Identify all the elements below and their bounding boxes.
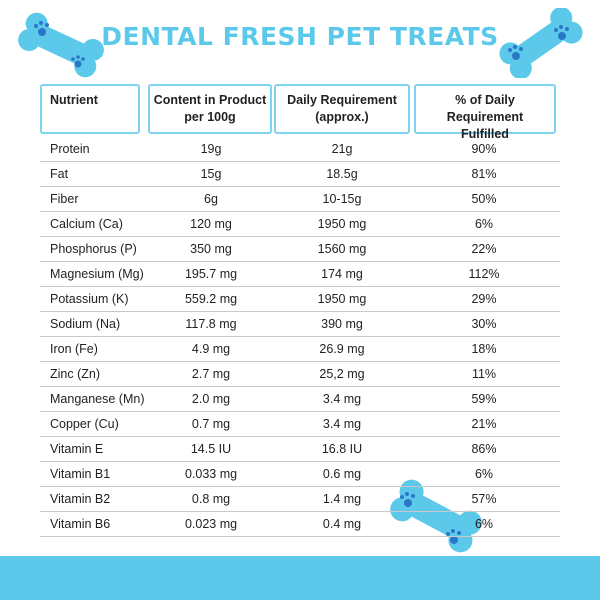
percent-cell: 57% — [471, 492, 497, 506]
requirement-cell: 3.4 mg — [322, 417, 362, 431]
footer-bar — [0, 556, 600, 600]
nutrient-cell: Vitamin E — [50, 442, 104, 456]
percent-cell: 30% — [471, 317, 497, 331]
requirement-cell: 1950 mg — [317, 217, 367, 231]
content-cell: 19g — [200, 142, 222, 156]
content-cell: 0.7 mg — [191, 417, 231, 431]
nutrient-cell: Iron (Fe) — [50, 342, 98, 356]
requirement-cell: 25,2 mg — [319, 367, 365, 381]
header-label: Content in Product per 100g — [153, 93, 267, 124]
table-row: Magnesium (Mg) 195.7 mg 174 mg 112% — [40, 262, 560, 287]
nutrient-cell: Copper (Cu) — [50, 417, 119, 431]
table-row: Fiber 6g 10-15g 50% — [40, 187, 560, 212]
content-cell: 0.023 mg — [184, 517, 238, 531]
requirement-cell: 21g — [331, 142, 353, 156]
table-row: Phosphorus (P) 350 mg 1560 mg 22% — [40, 237, 560, 262]
table-row: Protein 19g 21g 90% — [40, 137, 560, 162]
requirement-cell: 1.4 mg — [322, 492, 362, 506]
content-cell: 2.7 mg — [191, 367, 231, 381]
percent-cell: 29% — [471, 292, 497, 306]
percent-cell: 18% — [471, 342, 497, 356]
nutrient-cell: Protein — [50, 142, 90, 156]
content-cell: 195.7 mg — [184, 267, 238, 281]
nutrient-cell: Potassium (K) — [50, 292, 129, 306]
content-cell: 0.8 mg — [191, 492, 231, 506]
content-cell: 14.5 IU — [190, 442, 232, 456]
percent-cell: 81% — [471, 167, 497, 181]
table-row: Potassium (K) 559.2 mg 1950 mg 29% — [40, 287, 560, 312]
table-row: Fat 15g 18.5g 81% — [40, 162, 560, 187]
table-row: Manganese (Mn) 2.0 mg 3.4 mg 59% — [40, 387, 560, 412]
header-cell-requirement: Daily Requirement (approx.) — [274, 84, 410, 134]
bone-icon — [16, 10, 106, 80]
header-label: Nutrient — [50, 93, 98, 107]
table-row: Sodium (Na) 117.8 mg 390 mg 30% — [40, 312, 560, 337]
percent-cell: 6% — [474, 467, 494, 481]
content-cell: 559.2 mg — [184, 292, 238, 306]
table-row: Calcium (Ca) 120 mg 1950 mg 6% — [40, 212, 560, 237]
content-cell: 120 mg — [190, 217, 232, 231]
nutrient-cell: Fat — [50, 167, 69, 181]
content-cell: 117.8 mg — [185, 317, 237, 331]
requirement-cell: 26.9 mg — [319, 342, 365, 356]
nutrient-cell: Calcium (Ca) — [50, 217, 123, 231]
bone-icon — [496, 8, 586, 78]
table-row: Iron (Fe) 4.9 mg 26.9 mg 18% — [40, 337, 560, 362]
requirement-cell: 18.5g — [326, 167, 358, 181]
percent-cell: 112% — [468, 267, 500, 281]
nutrient-cell: Zinc (Zn) — [50, 367, 100, 381]
percent-cell: 50% — [471, 192, 497, 206]
header-cell-percent: % of Daily Requirement Fulfilled — [414, 84, 556, 141]
percent-cell: 11% — [471, 367, 497, 381]
table-row: Zinc (Zn) 2.7 mg 25,2 mg 11% — [40, 362, 560, 387]
bone-icon — [388, 478, 484, 554]
nutrient-cell: Vitamin B2 — [50, 492, 111, 506]
table-row: Copper (Cu) 0.7 mg 3.4 mg 21% — [40, 412, 560, 437]
nutrient-cell: Phosphorus (P) — [50, 242, 137, 256]
header-label: % of Daily Requirement Fulfilled — [446, 93, 524, 141]
content-cell: 6g — [204, 192, 218, 206]
requirement-cell: 16.8 IU — [321, 442, 363, 456]
content-cell: 350 mg — [190, 242, 232, 256]
page-title: DENTAL FRESH PET TREATS — [101, 22, 499, 51]
bone-paw-icon — [390, 479, 482, 553]
content-cell: 4.9 mg — [191, 342, 231, 356]
nutrient-cell: Sodium (Na) — [50, 317, 121, 331]
requirement-cell: 0.6 mg — [322, 467, 362, 481]
percent-cell: 90% — [471, 142, 497, 156]
percent-cell: 59% — [471, 392, 497, 406]
percent-cell: 6% — [474, 217, 494, 231]
table-header: Nutrient Content in Product per 100g Dai… — [40, 84, 560, 141]
bone-paw-icon — [499, 8, 583, 78]
nutrient-cell: Vitamin B6 — [50, 517, 111, 531]
requirement-cell: 174 mg — [321, 267, 363, 281]
content-cell: 0.033 mg — [184, 467, 238, 481]
header-label: Daily Requirement (approx.) — [287, 93, 397, 124]
header-cell-nutrient: Nutrient — [40, 84, 140, 134]
table-row: Vitamin B1 0.033 mg 0.6 mg 6% — [40, 462, 560, 487]
nutrient-cell: Manganese (Mn) — [50, 392, 145, 406]
nutrient-cell: Magnesium (Mg) — [50, 267, 144, 281]
requirement-cell: 0.4 mg — [322, 517, 362, 531]
nutrient-cell: Vitamin B1 — [50, 467, 111, 481]
nutrient-cell: Fiber — [50, 192, 79, 206]
content-cell: 15g — [200, 167, 222, 181]
table-row: Vitamin E 14.5 IU 16.8 IU 86% — [40, 437, 560, 462]
percent-cell: 6% — [474, 517, 494, 531]
percent-cell: 21% — [471, 417, 497, 431]
requirement-cell: 3.4 mg — [322, 392, 362, 406]
header-cell-content: Content in Product per 100g — [148, 84, 272, 134]
requirement-cell: 10-15g — [322, 192, 362, 206]
content-cell: 2.0 mg — [191, 392, 231, 406]
requirement-cell: 1560 mg — [317, 242, 367, 256]
percent-cell: 22% — [471, 242, 497, 256]
requirement-cell: 390 mg — [321, 317, 363, 331]
requirement-cell: 1950 mg — [317, 292, 367, 306]
table-row: Vitamin B6 0.023 mg 0.4 mg 6% — [40, 512, 560, 537]
table-row: Vitamin B2 0.8 mg 1.4 mg 57% — [40, 487, 560, 512]
percent-cell: 86% — [471, 442, 497, 456]
bone-paw-icon — [18, 12, 104, 78]
nutrition-table-body: Protein 19g 21g 90% Fat 15g 18.5g 81% Fiber 6g 10-… — [40, 137, 560, 537]
